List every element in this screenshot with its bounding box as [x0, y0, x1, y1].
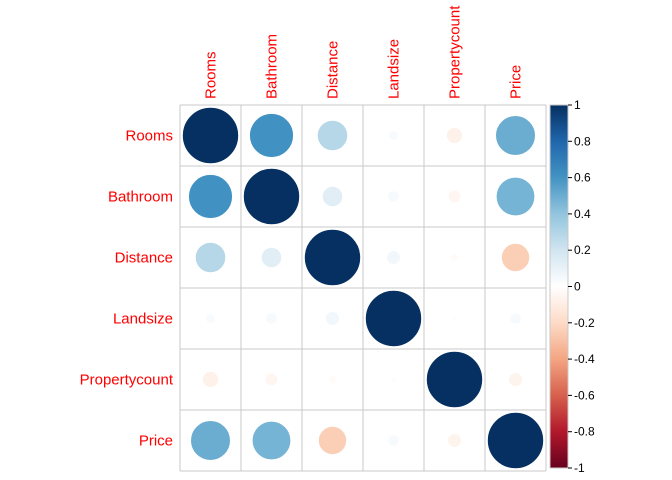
corr-circle-price-rooms: [190, 420, 231, 461]
colorbar-tick-label: -0.6: [574, 388, 595, 402]
corr-circle-landsize-bathroom: [265, 312, 278, 325]
corr-circle-distance-bathroom: [261, 247, 282, 268]
row-label-landsize: Landsize: [113, 311, 173, 328]
corr-circle-rooms-price: [495, 115, 536, 156]
corr-circle-rooms-rooms: [182, 107, 239, 164]
corr-circle-price-price: [487, 412, 544, 469]
corr-circle-distance-landsize: [386, 250, 401, 265]
colorbar-tick-label: 1: [574, 98, 581, 112]
grid: [179, 104, 547, 472]
row-label-rooms: Rooms: [125, 128, 173, 145]
corr-circle-bathroom-propertycount: [447, 189, 462, 204]
row-label-propertycount: Propertycount: [80, 372, 174, 389]
corr-circle-rooms-propertycount: [446, 127, 463, 144]
colorbar-tick-label: -0.8: [574, 425, 595, 439]
colorbar-tick-label: 0.2: [574, 243, 591, 257]
corr-circle-propertycount-price: [508, 372, 523, 387]
corr-circle-distance-rooms: [195, 242, 226, 273]
corr-circle-rooms-distance: [317, 120, 348, 151]
corr-circle-distance-distance: [304, 229, 361, 286]
row-label-bathroom: Bathroom: [108, 189, 173, 206]
corr-circle-landsize-rooms: [205, 313, 216, 324]
column-labels: Rooms Bathroom Distance Landsize Propertycou…: [203, 5, 525, 99]
corr-circle-propertycount-landsize: [390, 376, 397, 383]
corr-circle-distance-price: [501, 243, 530, 272]
corr-circle-bathroom-landsize: [387, 190, 400, 203]
corr-circle-landsize-distance: [325, 311, 340, 326]
corr-circle-price-propertycount: [447, 433, 462, 448]
colorbar-tick-label: 0.4: [574, 207, 591, 221]
colorbar-tick-label: 0.8: [574, 134, 591, 148]
corr-circle-distance-propertycount: [450, 253, 459, 262]
corr-circle-bathroom-bathroom: [243, 168, 300, 225]
column-label-propertycount: Propertycount: [447, 5, 464, 99]
colorbar-tick-label: 0: [574, 280, 581, 294]
corr-circle-landsize-price: [509, 312, 522, 325]
corr-circle-propertycount-rooms: [202, 371, 219, 388]
corr-circle-bathroom-distance: [322, 186, 343, 207]
column-label-price: Price: [508, 65, 525, 99]
corr-circle-price-bathroom: [252, 421, 291, 460]
corr-circle-rooms-landsize: [388, 130, 399, 141]
circles: [182, 107, 544, 469]
row-label-distance: Distance: [115, 250, 173, 267]
corr-circle-landsize-propertycount: [451, 315, 458, 322]
colorbar-tick-label: 0.6: [574, 171, 591, 185]
row-label-price: Price: [139, 433, 173, 450]
column-label-bathroom: Bathroom: [264, 34, 281, 99]
column-label-rooms: Rooms: [203, 51, 220, 99]
corr-circle-propertycount-propertycount: [426, 351, 483, 408]
column-label-landsize: Landsize: [386, 39, 403, 99]
colorbar-tick-label: -0.4: [574, 352, 595, 366]
row-labels: Rooms Bathroom Distance Landsize Propertycou…: [80, 128, 174, 450]
colorbar-tick-label: -1: [574, 461, 585, 475]
corr-circle-price-landsize: [387, 434, 400, 447]
corr-circle-bathroom-price: [496, 177, 535, 216]
corr-circle-rooms-bathroom: [249, 113, 294, 158]
column-label-distance: Distance: [325, 41, 342, 99]
corr-circle-propertycount-distance: [328, 375, 337, 384]
corr-circle-bathroom-rooms: [188, 174, 233, 219]
corr-circle-propertycount-bathroom: [264, 372, 279, 387]
colorbar-tick-label: -0.2: [574, 316, 595, 330]
corr-circle-price-distance: [318, 426, 347, 455]
colorbar: 1 0.8 0.6 0.4 0.2 0 -0.2 -0.4 -0.6 -0.8 -1: [549, 98, 595, 475]
corr-circle-landsize-landsize: [365, 290, 422, 347]
colorbar-gradient: [549, 104, 569, 469]
